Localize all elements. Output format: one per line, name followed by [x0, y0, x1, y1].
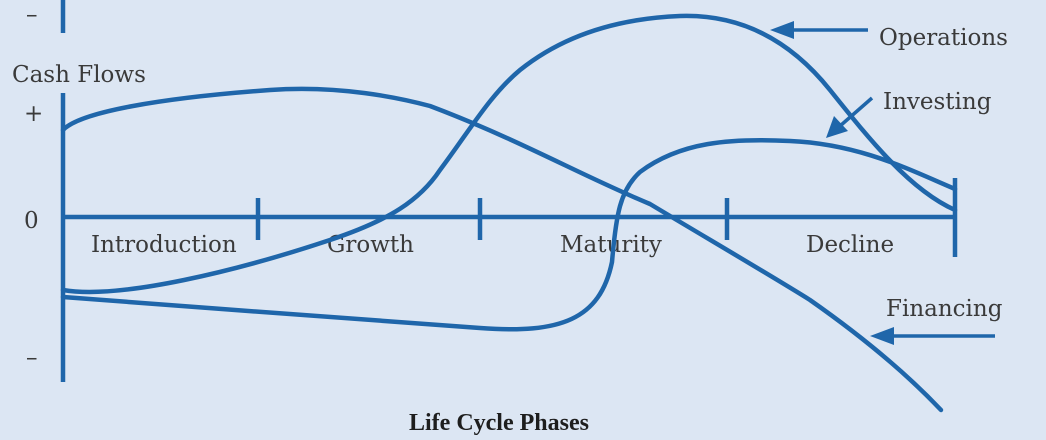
operations-curve	[60, 13, 958, 295]
investing-curve	[60, 137, 958, 332]
phase-label-introduction: Introduction	[91, 232, 237, 258]
operations-label: Operations	[879, 25, 1008, 51]
operations-arrow-head	[770, 21, 794, 39]
y-axis-top-minus-sign: –	[26, 2, 38, 28]
x-axis-title: Life Cycle Phases	[409, 410, 589, 436]
y-axis-plus-sign: +	[24, 101, 43, 127]
y-axis-bottom-minus-sign: –	[26, 345, 38, 371]
investing-arrow-head	[826, 116, 848, 138]
financing-arrow-head	[870, 327, 894, 345]
financing-label: Financing	[886, 296, 1003, 322]
investing-label: Investing	[883, 89, 992, 115]
financing-curve	[60, 86, 944, 413]
phase-label-decline: Decline	[806, 232, 894, 258]
investing-arrow-line	[838, 96, 874, 128]
y-axis-label: Cash Flows	[12, 62, 146, 88]
y-axis-zero-label: 0	[24, 208, 39, 234]
